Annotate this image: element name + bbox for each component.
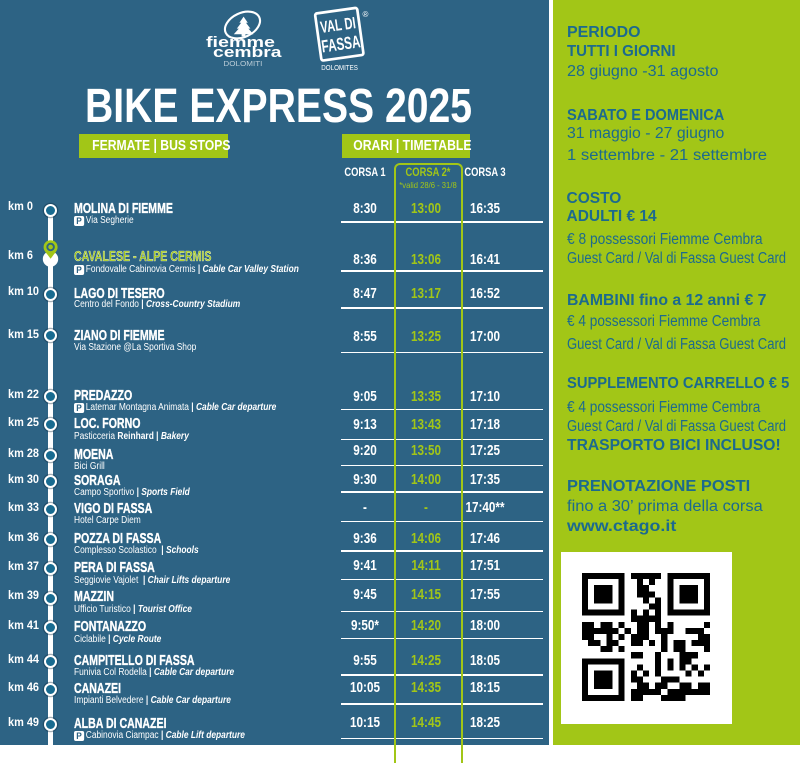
svg-text:®: ® [363, 10, 369, 19]
svg-text:DOLOMITI: DOLOMITI [223, 59, 262, 68]
svg-text:DOLOMITES: DOLOMITES [321, 63, 358, 72]
svg-text:FASSA: FASSA [320, 31, 362, 56]
svg-text:VAL DI: VAL DI [319, 14, 357, 37]
svg-text:cembra: cembra [213, 44, 282, 61]
svg-text:fiemme: fiemme [206, 34, 275, 51]
